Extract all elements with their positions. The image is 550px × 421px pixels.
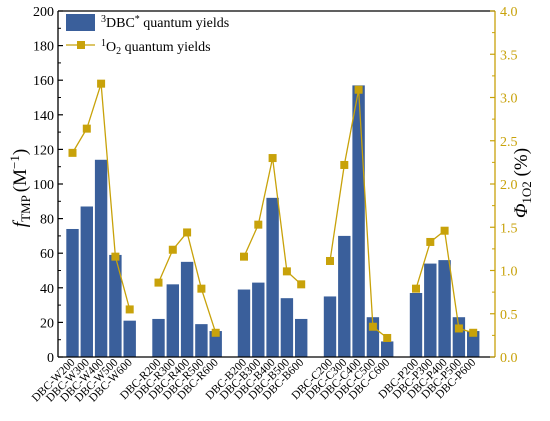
left-tick-label: 100	[33, 178, 54, 193]
line-marker-DBC-B300	[254, 220, 263, 229]
right-tick-label: 1.5	[500, 221, 518, 236]
line-marker-DBC-R600	[211, 328, 220, 337]
x-axis-tick-labels: DBC-W200DBC-W300DBC-W400DBC-W500DBC-W600…	[30, 356, 479, 404]
line-marker-DBC-C600	[383, 333, 392, 342]
left-tick-label: 160	[33, 74, 54, 89]
legend-line-label: 1O2 quantum yields	[101, 38, 211, 57]
line-marker-DBC-W400	[97, 79, 106, 88]
bar-DBC-P500	[452, 317, 466, 357]
left-tick-label: 180	[33, 40, 54, 55]
line-marker-DBC-P500	[454, 324, 463, 333]
right-tick-label: 1.0	[500, 265, 518, 280]
left-tick-label: 200	[33, 5, 54, 20]
line-marker-DBC-P300	[426, 237, 435, 246]
line-marker-DBC-P400	[440, 226, 449, 235]
line-marker-DBC-C300	[340, 160, 349, 169]
bar-DBC-C600	[381, 341, 394, 357]
line-marker-DBC-R400	[183, 228, 192, 237]
bar-DBC-B200	[237, 289, 251, 357]
bar-DBC-C200	[323, 296, 337, 357]
line-marker-DBC-W600	[125, 305, 134, 314]
left-tick-label: 80	[40, 213, 54, 228]
bar-DBC-W600	[123, 320, 136, 357]
line-marker-DBC-C400	[354, 85, 363, 94]
bar-DBC-B500	[280, 298, 294, 357]
bar-DBC-W200	[66, 228, 79, 357]
right-axis-ticks: 0.0 0.5 1.0 1.5 2.0 2.5 3.0 3.5 4.0	[490, 5, 518, 366]
line-marker-DBC-W200	[68, 148, 77, 157]
bar-DBC-B400	[266, 197, 279, 357]
line-marker-DBC-R300	[168, 245, 177, 254]
right-tick-label: 2.0	[500, 178, 518, 193]
legend-line-marker	[77, 41, 85, 49]
line-marker-DBC-P600	[469, 328, 478, 337]
bar-DBC-W300	[80, 206, 93, 357]
bar-DBC-P400	[438, 260, 451, 357]
bars-layer	[66, 85, 480, 357]
left-tick-label: 0	[47, 351, 54, 366]
legend-bar-swatch	[66, 14, 95, 31]
left-tick-label: 120	[33, 143, 54, 158]
bar-DBC-W500	[109, 254, 122, 357]
left-axis-title: fTMP(M−1)	[7, 149, 33, 227]
line-marker-DBC-B400	[268, 154, 277, 163]
line-marker-DBC-B600	[297, 280, 306, 289]
bar-DBC-R600	[209, 331, 222, 357]
line-marker-DBC-B200	[240, 252, 248, 261]
line-marker-DBC-R200	[154, 278, 163, 287]
bar-DBC-B300	[252, 282, 265, 357]
bar-DBC-C400	[352, 85, 365, 357]
left-tick-label: 20	[40, 316, 54, 331]
right-tick-label: 3.0	[500, 92, 518, 107]
bar-DBC-B600	[295, 318, 308, 357]
right-tick-label: 2.5	[500, 135, 518, 150]
bar-DBC-W400	[94, 159, 108, 357]
left-tick-label: 140	[33, 109, 54, 124]
lines-layer	[68, 79, 478, 342]
line-marker-DBC-B500	[282, 267, 291, 276]
bar-DBC-P300	[424, 263, 437, 357]
bar-DBC-P200	[409, 292, 423, 357]
legend: 3DBC* quantum yields 1O2 quantum yields	[66, 14, 229, 57]
bar-DBC-P600	[467, 331, 480, 357]
right-tick-label: 0.5	[500, 308, 518, 323]
line-marker-DBC-C200	[326, 256, 334, 265]
right-tick-label: 4.0	[500, 5, 518, 20]
bar-DBC-R200	[152, 318, 165, 357]
right-axis-title: Φ1O2 (%)	[511, 148, 534, 218]
line-marker-DBC-C500	[368, 322, 377, 331]
left-tick-label: 40	[40, 282, 54, 297]
line-marker-DBC-W500	[111, 252, 120, 261]
bar-DBC-R500	[195, 324, 208, 357]
bar-DBC-R300	[166, 284, 179, 357]
right-tick-label: 0.0	[500, 351, 518, 366]
left-tick-label: 60	[40, 247, 54, 262]
left-axis-ticks: 0 20 40 60 80 100 120 140 160 180 200	[33, 5, 63, 366]
bar-DBC-R400	[180, 261, 194, 357]
line-marker-DBC-P200	[412, 284, 420, 293]
line-marker-DBC-R500	[197, 284, 206, 293]
bar-DBC-C300	[338, 235, 351, 357]
legend-bar-label: 3DBC* quantum yields	[101, 14, 229, 31]
right-tick-label: 3.5	[500, 48, 518, 63]
line-marker-DBC-W300	[82, 124, 91, 133]
